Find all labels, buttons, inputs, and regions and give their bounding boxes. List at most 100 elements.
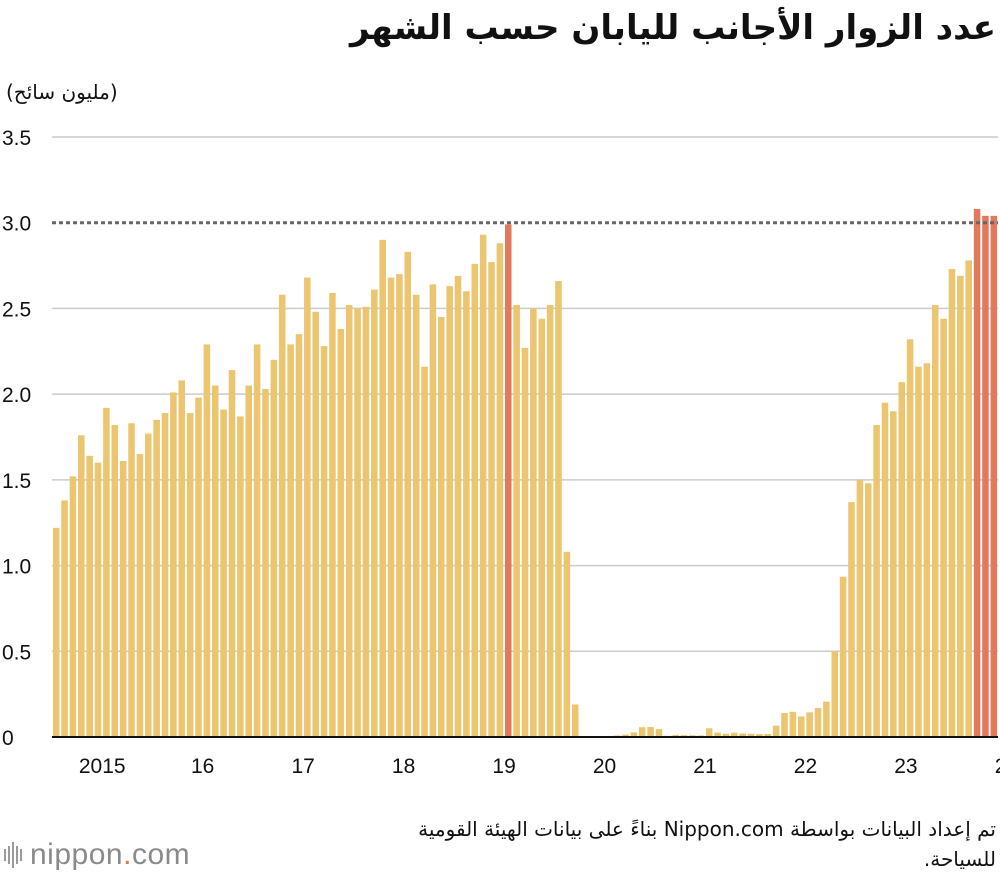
bar	[848, 502, 855, 737]
bar	[69, 476, 77, 737]
bar	[856, 479, 864, 737]
bar	[228, 370, 236, 737]
bar	[278, 294, 286, 737]
bar	[948, 269, 956, 737]
bar	[898, 382, 905, 737]
bar	[287, 344, 294, 737]
bar	[906, 339, 914, 737]
bar	[86, 455, 93, 737]
bar	[211, 385, 219, 737]
bar	[454, 275, 462, 737]
bar	[672, 734, 679, 737]
bar	[772, 725, 780, 737]
bar	[78, 435, 85, 737]
bar	[153, 419, 160, 737]
bar	[655, 729, 663, 737]
logo-text: nippon.com	[30, 838, 191, 871]
bar	[965, 260, 972, 737]
bar	[714, 732, 721, 737]
bar	[555, 281, 562, 737]
bar	[973, 209, 981, 737]
bar	[630, 732, 638, 737]
x-tick-label: 23	[894, 755, 917, 778]
bar	[404, 251, 412, 737]
bar	[814, 708, 822, 737]
bar	[128, 423, 135, 737]
bar	[371, 289, 378, 737]
bar	[195, 397, 202, 737]
x-tick-label: 22	[794, 755, 817, 778]
bar	[530, 308, 537, 737]
bar	[379, 239, 386, 737]
y-axis-unit-label: (مليون سائح)	[6, 80, 118, 104]
x-tick-label: 18	[392, 755, 415, 778]
y-tick-label: 0.5	[2, 641, 31, 664]
bar	[504, 224, 512, 737]
bar	[839, 576, 847, 737]
bar	[739, 733, 746, 737]
bar	[915, 366, 922, 737]
bar	[471, 263, 479, 737]
bar	[329, 293, 336, 737]
bar	[864, 483, 872, 737]
bar	[940, 318, 947, 737]
x-tick-label: 16	[191, 755, 214, 778]
bar	[647, 727, 654, 737]
bar	[873, 425, 880, 737]
bar	[178, 380, 186, 737]
bar	[145, 433, 152, 737]
nippon-logo: nippon.com	[4, 838, 190, 872]
bar	[412, 294, 420, 737]
bar	[245, 385, 252, 737]
bar	[764, 734, 772, 737]
bar	[446, 286, 453, 737]
bar	[638, 727, 646, 737]
bar	[220, 409, 227, 737]
y-tick-label: 3.5	[2, 127, 31, 150]
bar	[136, 454, 144, 737]
bar	[463, 291, 470, 737]
bar	[546, 305, 554, 737]
bar	[111, 425, 119, 737]
bar	[52, 527, 60, 737]
bar	[94, 462, 102, 737]
nippon-logo-icon	[4, 842, 22, 868]
bar	[931, 305, 939, 737]
bar	[170, 392, 177, 737]
bar	[438, 317, 445, 737]
bar	[186, 413, 194, 737]
bar	[789, 711, 797, 737]
bar	[705, 728, 713, 737]
bar	[295, 334, 303, 737]
bar	[731, 732, 738, 737]
bar	[538, 318, 546, 737]
bar	[270, 359, 278, 737]
bar	[262, 389, 269, 737]
x-tick-label: 17	[291, 755, 314, 778]
y-tick-label: 2.5	[2, 298, 31, 321]
bar	[957, 275, 964, 737]
bar	[61, 500, 68, 737]
bar	[823, 701, 830, 737]
bar	[479, 234, 487, 737]
bar	[563, 551, 571, 737]
bar	[722, 733, 730, 737]
bar	[831, 651, 839, 737]
bar	[513, 305, 520, 737]
x-tick-label: 20	[593, 755, 616, 778]
bar	[982, 215, 989, 737]
bar	[103, 407, 110, 737]
bar	[421, 366, 428, 737]
bar	[756, 734, 763, 737]
bar	[890, 411, 897, 737]
bar	[119, 461, 127, 737]
bar	[622, 734, 629, 737]
bar	[387, 277, 395, 737]
y-tick-label: 1.0	[2, 556, 31, 579]
bar	[312, 311, 319, 737]
bar	[806, 712, 813, 737]
bar	[488, 262, 495, 737]
bar	[320, 346, 328, 737]
y-tick-label: 1.5	[2, 470, 31, 493]
bar	[203, 344, 211, 737]
